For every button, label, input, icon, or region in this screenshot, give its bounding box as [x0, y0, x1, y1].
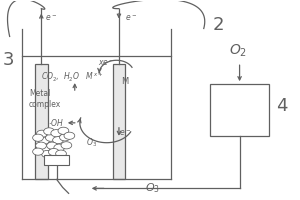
Bar — [35, 64, 48, 179]
Circle shape — [37, 130, 47, 137]
Text: $\cdot OH$: $\cdot OH$ — [48, 117, 64, 128]
Text: $xe^-$: $xe^-$ — [98, 58, 115, 68]
Circle shape — [59, 134, 70, 141]
Text: $e^-$: $e^-$ — [45, 13, 57, 23]
Bar — [210, 84, 269, 136]
Circle shape — [40, 144, 50, 152]
Circle shape — [56, 150, 66, 157]
Circle shape — [53, 137, 63, 144]
Text: 3: 3 — [2, 51, 14, 69]
Circle shape — [49, 148, 59, 156]
Text: M: M — [121, 77, 128, 86]
Text: $CO_2$,  $H_2O$   $M^{x+}$: $CO_2$, $H_2O$ $M^{x+}$ — [41, 71, 103, 84]
Circle shape — [47, 142, 57, 149]
Circle shape — [64, 132, 75, 139]
Circle shape — [61, 142, 72, 149]
Bar — [44, 155, 69, 165]
Text: $e^-$: $e^-$ — [118, 128, 131, 138]
Circle shape — [39, 137, 50, 144]
Bar — [113, 64, 125, 179]
Circle shape — [42, 150, 52, 158]
Text: $O_3$: $O_3$ — [146, 181, 160, 195]
Text: $O_2$: $O_2$ — [229, 42, 247, 59]
Text: $O_3$: $O_3$ — [86, 136, 97, 149]
Circle shape — [58, 127, 69, 134]
Circle shape — [46, 134, 56, 141]
Circle shape — [33, 134, 44, 141]
Text: 4: 4 — [276, 97, 287, 115]
Text: 2: 2 — [213, 16, 224, 34]
Text: Metal
complex: Metal complex — [29, 89, 61, 109]
Text: $e^-$: $e^-$ — [124, 13, 137, 23]
Circle shape — [36, 142, 46, 149]
Circle shape — [44, 128, 54, 135]
Circle shape — [33, 148, 44, 155]
Circle shape — [54, 144, 64, 151]
Circle shape — [51, 130, 62, 137]
